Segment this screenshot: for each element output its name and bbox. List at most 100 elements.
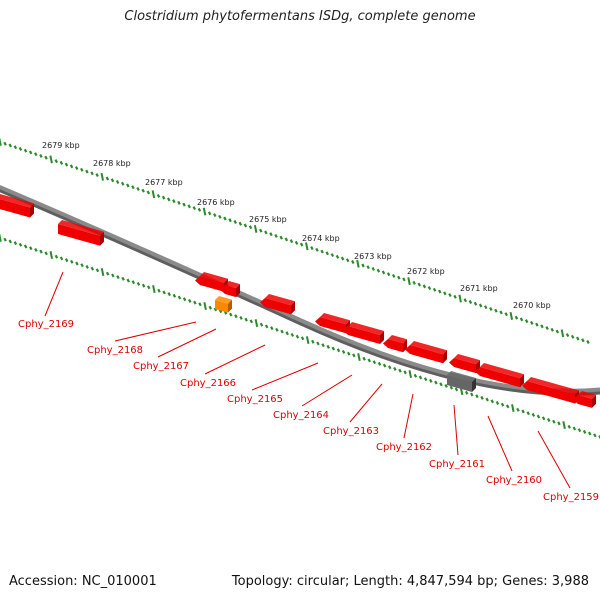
outer-tick	[381, 270, 386, 275]
inner-tick	[188, 298, 192, 303]
inner-tick	[270, 326, 274, 331]
inner-tick	[593, 433, 597, 438]
inner-tick	[521, 409, 525, 414]
gene-top-face	[480, 363, 524, 379]
inner-tick	[516, 407, 520, 412]
gene-block[interactable]	[0, 194, 34, 218]
gene-block[interactable]	[58, 220, 104, 246]
gene-block[interactable]	[405, 341, 447, 364]
inner-tick	[249, 319, 254, 324]
gene-arrow-tip	[220, 285, 225, 294]
scale-label: 2670 kbp	[513, 301, 551, 310]
gene-side-face	[592, 394, 596, 408]
gene-label[interactable]: Cphy_2169	[18, 319, 74, 330]
outer-tick	[228, 218, 232, 223]
gene-label[interactable]: Cphy_2162	[376, 442, 432, 453]
gene-block[interactable]	[220, 281, 240, 298]
gene-block[interactable]	[449, 354, 480, 374]
gene-label[interactable]: Cphy_2167	[133, 361, 189, 372]
gene-arrow-tip	[315, 317, 320, 326]
outer-tick	[115, 180, 120, 184]
scale-label: 2673 kbp	[354, 252, 392, 261]
outer-tick	[13, 145, 18, 150]
accession-text: Accession: NC_010001	[9, 574, 157, 589]
outer-tick	[340, 256, 345, 261]
inner-tick	[377, 361, 382, 366]
gene-front-face	[225, 285, 236, 298]
gene-block[interactable]	[343, 322, 384, 344]
inner-tick	[141, 283, 146, 288]
gene-block[interactable]	[260, 294, 295, 315]
inner-tick	[275, 327, 279, 332]
outer-tick	[473, 301, 478, 306]
outer-tick	[69, 164, 74, 169]
gene-leader-line	[403, 393, 414, 439]
inner-tick	[13, 241, 18, 246]
gene-side-face	[472, 378, 476, 392]
inner-tick	[3, 237, 7, 242]
gene-label[interactable]: Cphy_2165	[227, 394, 283, 405]
outer-tick	[243, 223, 248, 228]
gene-label[interactable]: Cphy_2161	[429, 459, 485, 470]
outer-tick	[248, 225, 253, 230]
gene-label[interactable]: Cphy_2168	[87, 345, 143, 356]
inner-tick	[454, 387, 459, 392]
outer-tick	[156, 193, 161, 198]
gene-label[interactable]: Cphy_2160	[486, 475, 542, 486]
gene-block[interactable]	[573, 391, 596, 408]
inner-tick	[290, 332, 295, 337]
gene-block[interactable]	[195, 272, 228, 292]
outer-tick	[453, 294, 457, 299]
inner-tick	[295, 334, 300, 339]
outer-tick	[34, 152, 38, 157]
inner-tick	[182, 297, 187, 302]
outer-tick	[218, 214, 222, 219]
outer-tick	[39, 153, 43, 158]
outer-tick	[371, 266, 375, 271]
gene-block-other[interactable]	[447, 371, 476, 392]
gene-block[interactable]	[475, 363, 524, 388]
gene-front-face	[348, 326, 380, 344]
gene-label[interactable]: Cphy_2164	[273, 410, 329, 421]
gene-arrow-tip	[195, 276, 200, 285]
outer-tick	[335, 254, 340, 259]
gene-leader-line	[487, 415, 513, 472]
inner-tick	[121, 276, 125, 281]
gene-top-face	[454, 354, 480, 365]
gene-top-face	[410, 341, 447, 355]
inner-tick	[357, 353, 361, 362]
outer-tick	[489, 306, 493, 311]
outer-tick	[468, 300, 473, 304]
gene-leader-line	[204, 344, 266, 375]
outer-tick	[80, 167, 84, 172]
inner-tick	[552, 419, 556, 424]
outer-tick	[289, 239, 294, 244]
gene-block[interactable]	[522, 377, 579, 404]
gene-label[interactable]: Cphy_2166	[180, 378, 236, 389]
gene-front-face	[527, 381, 575, 404]
outer-tick	[192, 206, 197, 211]
gene-label[interactable]: Cphy_2163	[323, 426, 379, 437]
genome-title: Clostridium phytofermentans ISDg, comple…	[124, 9, 476, 24]
gene-block[interactable]	[383, 335, 407, 353]
outer-tick	[545, 326, 549, 331]
outer-tick	[172, 199, 176, 204]
gene-features[interactable]	[0, 194, 596, 408]
gene-leader-line	[537, 430, 571, 489]
inner-tick	[316, 341, 320, 346]
outer-tick	[412, 280, 416, 285]
outer-tick	[550, 327, 554, 332]
gene-block-highlight[interactable]	[215, 296, 232, 313]
inner-tick	[470, 392, 474, 397]
outer-tick	[166, 197, 171, 202]
gene-leader-line	[44, 271, 64, 317]
inner-tick	[480, 395, 484, 400]
scale-labels: 2679 kbp 2678 kbp 2677 kbp 2676 kbp 2675 kbp…	[42, 141, 551, 310]
gene-side-face	[236, 284, 240, 298]
inner-tick	[80, 263, 84, 268]
gene-label[interactable]: Cphy_2159	[543, 492, 599, 503]
inner-tick	[152, 285, 156, 293]
outer-tick	[126, 183, 130, 188]
outer-tick	[223, 216, 227, 221]
